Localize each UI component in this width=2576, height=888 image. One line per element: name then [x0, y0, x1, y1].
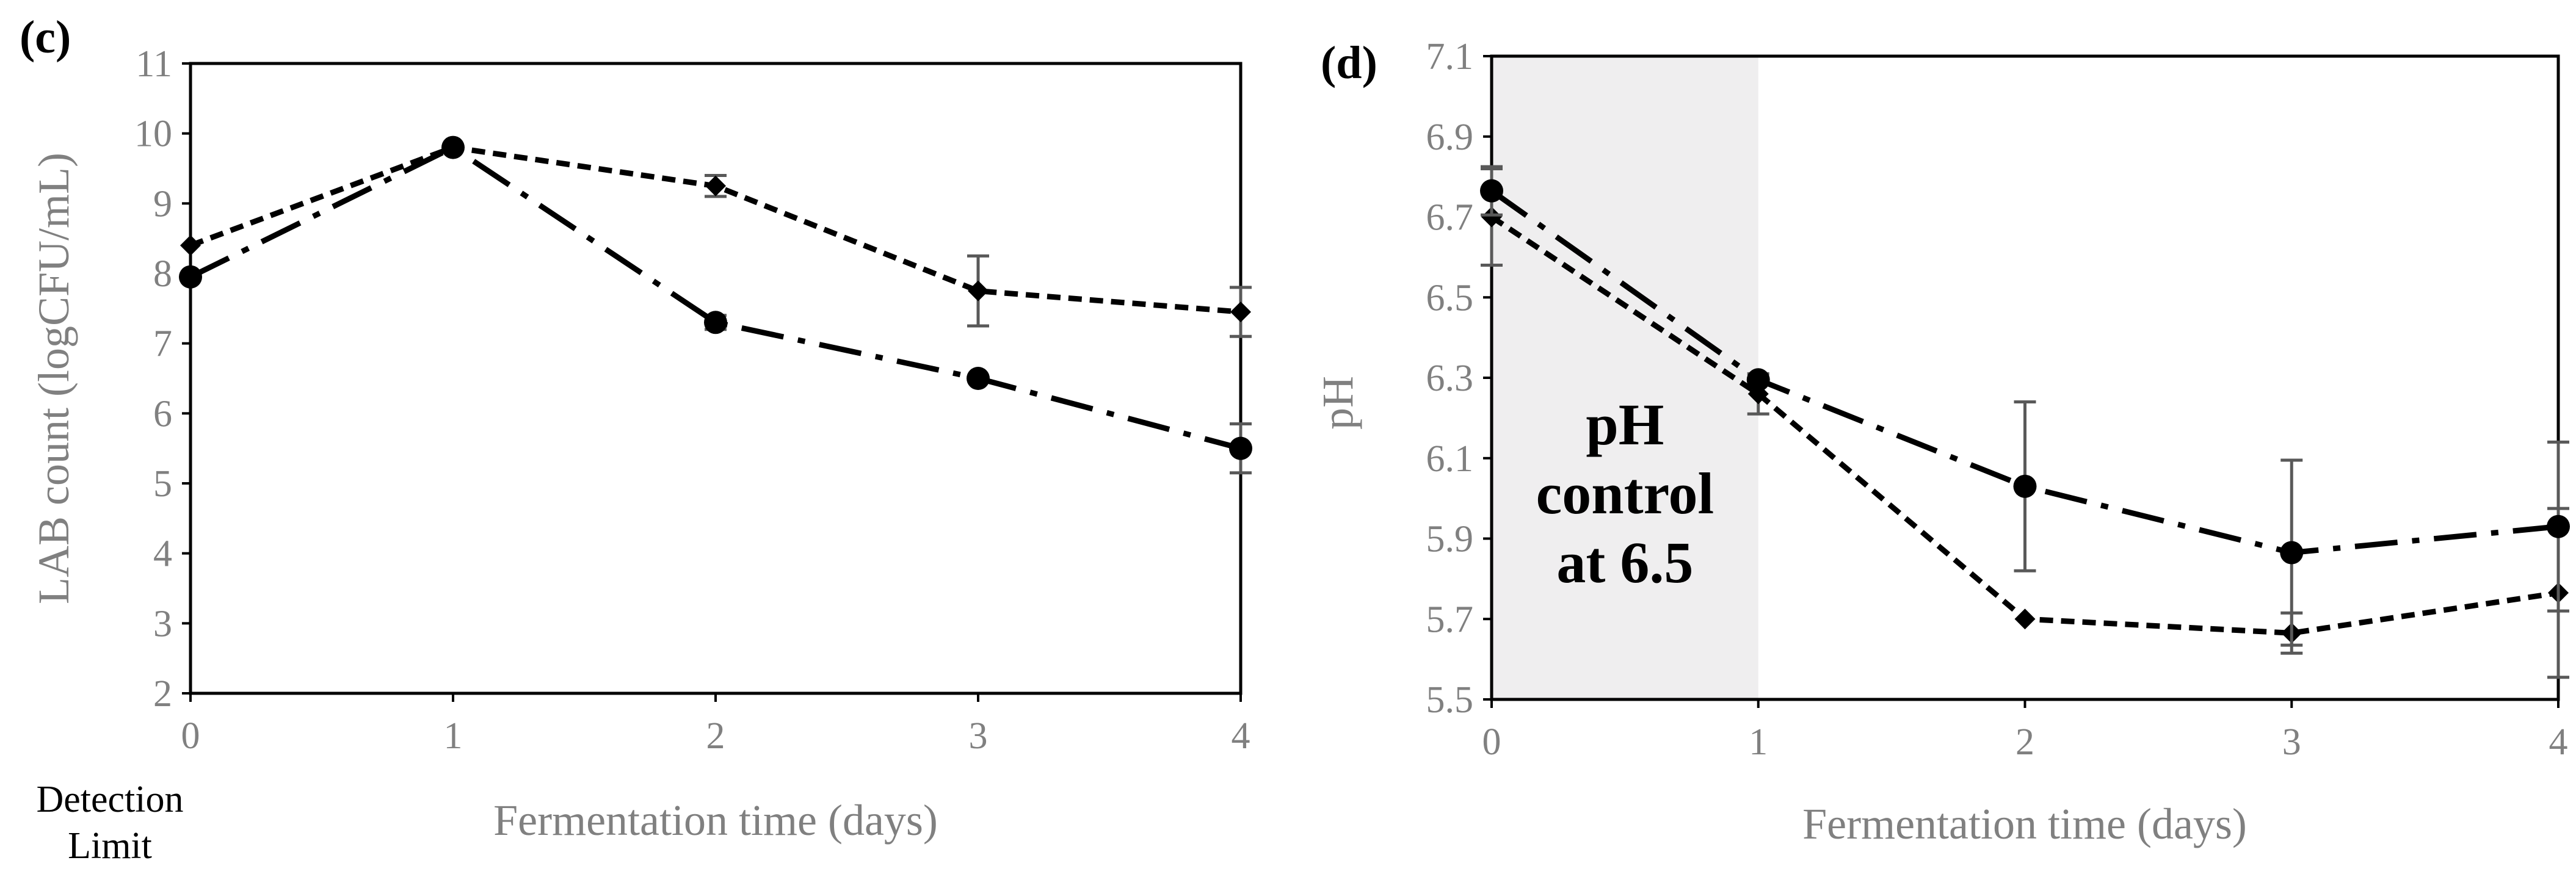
y-tick-label: 9 [153, 183, 172, 225]
y-tick-label: 4 [153, 533, 172, 575]
y-tick-label: 6 [153, 393, 172, 435]
data-point-circle [1746, 368, 1770, 392]
data-point-diamond [180, 235, 201, 256]
x-tick-label: 0 [1482, 721, 1501, 763]
y-tick-label: 5 [153, 463, 172, 505]
x-tick-label: 0 [181, 715, 200, 757]
x-tick-label: 1 [444, 715, 463, 757]
panel-label: (d) [1321, 37, 1377, 88]
x-axis-label: Fermentation time (days) [1802, 800, 2247, 848]
data-point-circle [179, 265, 202, 289]
y-tick-label: 7.1 [1426, 36, 1474, 78]
series-circle [179, 135, 1252, 475]
shaded-region-label: control [1536, 461, 1714, 526]
data-point-diamond [1230, 301, 1251, 323]
series-diamond [180, 137, 1252, 338]
shaded-region-label: pH [1586, 392, 1664, 457]
data-point-diamond [705, 175, 726, 197]
shaded-region-label: at 6.5 [1556, 530, 1693, 595]
y-tick-label: 8 [153, 253, 172, 295]
x-tick-label: 2 [2015, 721, 2034, 763]
series-line [189, 144, 1241, 315]
y-tick-label: 7 [153, 323, 172, 365]
detection-limit-label: Limit [68, 825, 152, 867]
y-axis-label: pH [1313, 376, 1362, 430]
y-tick-label: 3 [153, 603, 172, 644]
x-tick-label: 4 [2549, 721, 2568, 763]
detection-limit-label: Detection [36, 779, 183, 820]
y-tick-label: 5.9 [1426, 519, 1474, 560]
x-axis-label: Fermentation time (days) [493, 796, 938, 845]
x-tick-label: 1 [1749, 721, 1768, 763]
data-point-circle [2547, 514, 2570, 538]
data-point-circle [704, 311, 727, 334]
x-tick-label: 3 [2282, 721, 2301, 763]
x-tick-label: 4 [1232, 715, 1250, 757]
y-tick-label: 6.1 [1426, 438, 1474, 480]
data-point-circle [967, 367, 990, 390]
y-tick-label: 6.9 [1426, 117, 1474, 158]
shaded-region [1492, 56, 1758, 699]
y-tick-label: 10 [134, 114, 172, 155]
panel-label: (c) [20, 12, 71, 63]
data-point-diamond [968, 280, 989, 301]
x-tick-label: 2 [706, 715, 725, 757]
x-tick-label: 3 [969, 715, 988, 757]
data-point-circle [441, 135, 465, 159]
data-point-diamond [1481, 206, 1502, 228]
data-point-circle [2280, 541, 2304, 565]
y-tick-label: 11 [136, 43, 172, 85]
y-tick-label: 6.7 [1426, 197, 1474, 239]
y-tick-label: 6.3 [1426, 358, 1474, 399]
y-tick-label: 6.5 [1426, 277, 1474, 319]
data-point-circle [1229, 436, 1252, 460]
y-tick-label: 5.5 [1426, 679, 1474, 721]
data-point-circle [1480, 179, 1503, 203]
y-tick-label: 5.7 [1426, 599, 1474, 640]
y-tick-label: 2 [153, 673, 172, 715]
chart-panel-c: 2 3 4 5 6 7 8 9 10 11 0 1 2 3 4 Fermentation time (days… [20, 12, 1252, 867]
series-line [189, 144, 1242, 452]
data-point-diamond [2014, 608, 2036, 630]
data-point-circle [2013, 474, 2037, 498]
y-axis-label: LAB count (logCFU/mL) [29, 153, 78, 604]
series-circle [1480, 165, 2570, 647]
plot-frame [189, 62, 1243, 695]
